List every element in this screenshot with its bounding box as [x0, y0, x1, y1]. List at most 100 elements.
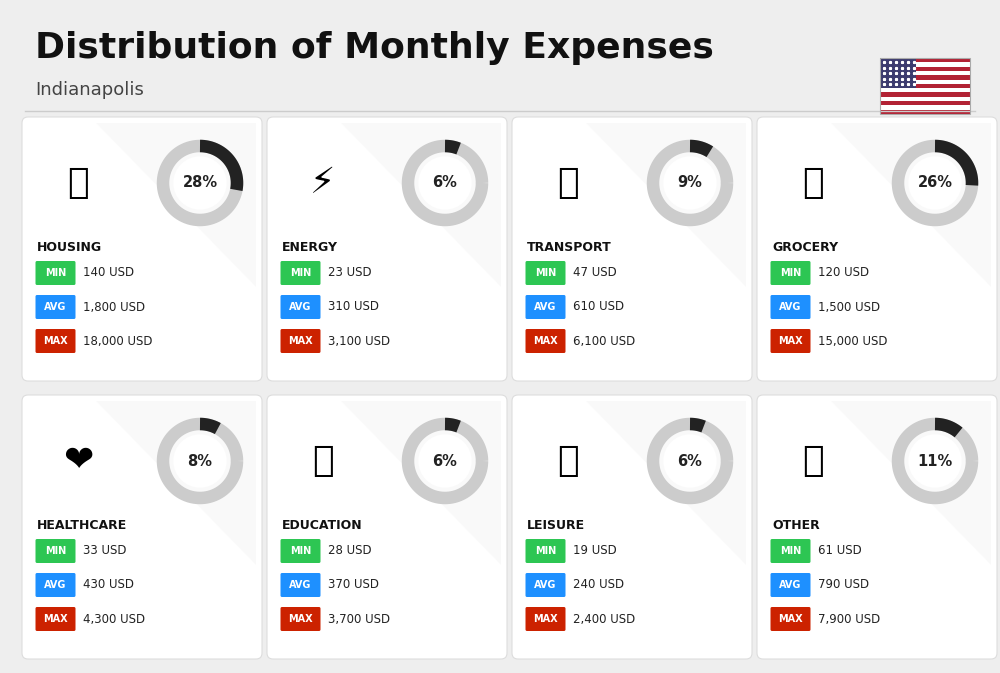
FancyBboxPatch shape	[36, 607, 76, 631]
Polygon shape	[586, 401, 746, 565]
Bar	[880, 75, 970, 79]
FancyBboxPatch shape	[280, 539, 320, 563]
Text: MIN: MIN	[45, 546, 66, 556]
Text: 7,900 USD: 7,900 USD	[818, 612, 880, 625]
Text: ❤: ❤	[63, 444, 93, 478]
FancyBboxPatch shape	[526, 329, 566, 353]
FancyBboxPatch shape	[36, 539, 76, 563]
Text: MAX: MAX	[778, 614, 803, 624]
Bar	[880, 97, 970, 101]
Text: MAX: MAX	[533, 336, 558, 346]
Text: AVG: AVG	[44, 302, 67, 312]
Text: ⚡: ⚡	[310, 166, 336, 200]
Text: EDUCATION: EDUCATION	[282, 519, 363, 532]
Text: MAX: MAX	[778, 336, 803, 346]
Text: MIN: MIN	[290, 546, 311, 556]
Text: 23 USD: 23 USD	[328, 267, 372, 279]
FancyBboxPatch shape	[280, 329, 320, 353]
Text: 11%: 11%	[917, 454, 953, 468]
Text: 8%: 8%	[188, 454, 212, 468]
Text: GROCERY: GROCERY	[772, 241, 838, 254]
Text: 370 USD: 370 USD	[328, 579, 379, 592]
Text: 3,700 USD: 3,700 USD	[328, 612, 390, 625]
Text: Indianapolis: Indianapolis	[35, 81, 144, 99]
Bar	[880, 79, 970, 84]
Text: 9%: 9%	[678, 176, 702, 190]
Text: MAX: MAX	[288, 336, 313, 346]
Polygon shape	[341, 401, 501, 565]
Text: MIN: MIN	[290, 268, 311, 278]
Text: 790 USD: 790 USD	[818, 579, 869, 592]
Text: LEISURE: LEISURE	[527, 519, 585, 532]
Text: MAX: MAX	[43, 336, 68, 346]
Text: OTHER: OTHER	[772, 519, 820, 532]
Circle shape	[663, 434, 717, 488]
Text: AVG: AVG	[534, 580, 557, 590]
Bar	[880, 71, 970, 75]
FancyBboxPatch shape	[770, 329, 810, 353]
Text: MAX: MAX	[288, 614, 313, 624]
Text: AVG: AVG	[289, 580, 312, 590]
FancyBboxPatch shape	[512, 395, 752, 659]
FancyBboxPatch shape	[526, 295, 566, 319]
Text: 19 USD: 19 USD	[573, 544, 617, 557]
FancyBboxPatch shape	[770, 573, 810, 597]
Text: ENERGY: ENERGY	[282, 241, 338, 254]
Text: MIN: MIN	[780, 546, 801, 556]
FancyBboxPatch shape	[280, 607, 320, 631]
FancyBboxPatch shape	[526, 573, 566, 597]
Text: 4,300 USD: 4,300 USD	[83, 612, 145, 625]
Polygon shape	[96, 123, 256, 287]
Text: 6%: 6%	[678, 454, 702, 468]
Text: 610 USD: 610 USD	[573, 301, 624, 314]
FancyBboxPatch shape	[512, 117, 752, 381]
Text: 6%: 6%	[433, 176, 457, 190]
Circle shape	[173, 156, 227, 210]
Text: 61 USD: 61 USD	[818, 544, 862, 557]
Bar	[880, 58, 970, 114]
FancyBboxPatch shape	[22, 117, 262, 381]
Text: 430 USD: 430 USD	[83, 579, 134, 592]
Text: 🏢: 🏢	[67, 166, 89, 200]
Text: 🛍: 🛍	[557, 444, 579, 478]
Polygon shape	[96, 401, 256, 565]
Bar	[880, 63, 970, 67]
Text: Distribution of Monthly Expenses: Distribution of Monthly Expenses	[35, 31, 714, 65]
Text: 120 USD: 120 USD	[818, 267, 869, 279]
Circle shape	[418, 156, 472, 210]
FancyBboxPatch shape	[526, 539, 566, 563]
Text: 6%: 6%	[433, 454, 457, 468]
FancyBboxPatch shape	[770, 539, 810, 563]
Polygon shape	[341, 123, 501, 287]
Text: MAX: MAX	[43, 614, 68, 624]
FancyBboxPatch shape	[36, 329, 76, 353]
Circle shape	[908, 156, 962, 210]
Text: AVG: AVG	[534, 302, 557, 312]
Text: HEALTHCARE: HEALTHCARE	[37, 519, 127, 532]
FancyBboxPatch shape	[770, 607, 810, 631]
Text: 18,000 USD: 18,000 USD	[83, 334, 152, 347]
Bar	[880, 88, 970, 92]
FancyBboxPatch shape	[526, 261, 566, 285]
Bar	[880, 106, 970, 110]
Text: 33 USD: 33 USD	[83, 544, 126, 557]
FancyBboxPatch shape	[526, 607, 566, 631]
FancyBboxPatch shape	[267, 117, 507, 381]
Circle shape	[418, 434, 472, 488]
Text: MIN: MIN	[535, 268, 556, 278]
FancyBboxPatch shape	[280, 261, 320, 285]
Bar	[880, 67, 970, 71]
Circle shape	[908, 434, 962, 488]
Text: 28 USD: 28 USD	[328, 544, 372, 557]
Text: 2,400 USD: 2,400 USD	[573, 612, 635, 625]
Text: 🛒: 🛒	[802, 166, 824, 200]
Text: TRANSPORT: TRANSPORT	[527, 241, 612, 254]
FancyBboxPatch shape	[267, 395, 507, 659]
Polygon shape	[831, 123, 991, 287]
Text: MIN: MIN	[535, 546, 556, 556]
FancyBboxPatch shape	[280, 295, 320, 319]
Text: HOUSING: HOUSING	[37, 241, 102, 254]
Bar	[880, 58, 916, 88]
Text: 🚌: 🚌	[557, 166, 579, 200]
Text: 💰: 💰	[802, 444, 824, 478]
